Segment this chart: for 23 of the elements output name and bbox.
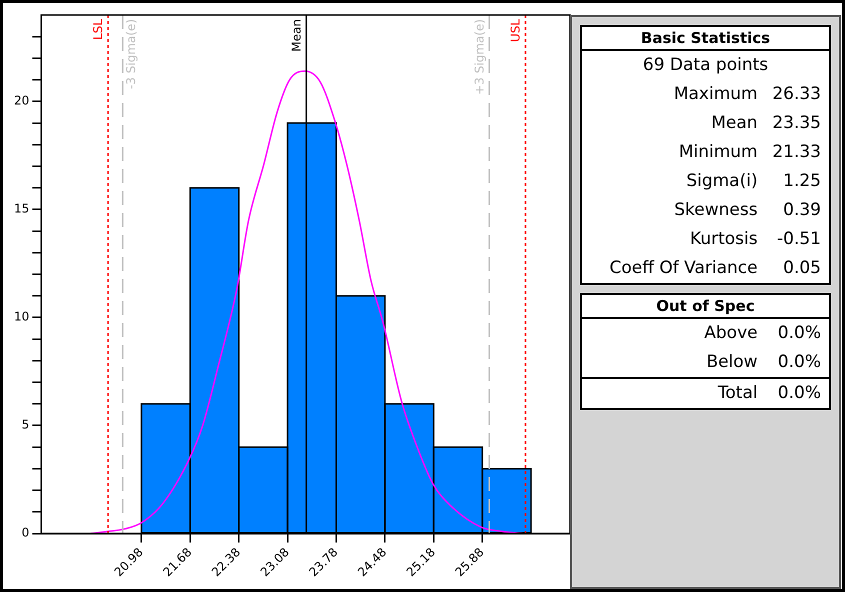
text: Mean 23.35 xyxy=(711,112,821,135)
text: Skewness 0.39 xyxy=(674,200,821,220)
y-tick-label: 20 xyxy=(14,94,30,108)
y-tick-label: 0 xyxy=(22,526,30,540)
text: Sigma(i) 1.25 xyxy=(686,171,821,191)
text: Above 0.0% xyxy=(704,322,821,345)
ref-line-label: USL xyxy=(508,18,523,42)
y-tick-label: 5 xyxy=(22,418,30,432)
text: 69 Data points xyxy=(642,54,770,77)
ref-line-label: Mean xyxy=(289,19,304,52)
text: Maximum 26.33 xyxy=(674,83,821,106)
text: Coeff Of Variance 0.05 xyxy=(610,258,821,278)
ref-line-label: LSL xyxy=(91,18,106,40)
text: Total 0.0% xyxy=(718,382,821,405)
ref-line-label: +3 Sigma(e) xyxy=(472,19,486,95)
text: Minimum 21.33 xyxy=(678,141,821,164)
text: Kurtosis -0.51 xyxy=(690,228,821,251)
text: Out of Spec xyxy=(582,295,829,319)
y-tick-label: 10 xyxy=(14,310,30,324)
ref-line-label: -3 Sigma(e) xyxy=(124,19,138,90)
text: Basic Statistics xyxy=(582,27,829,51)
text: Below 0.0% xyxy=(706,351,821,374)
y-tick-label: 15 xyxy=(14,202,30,216)
